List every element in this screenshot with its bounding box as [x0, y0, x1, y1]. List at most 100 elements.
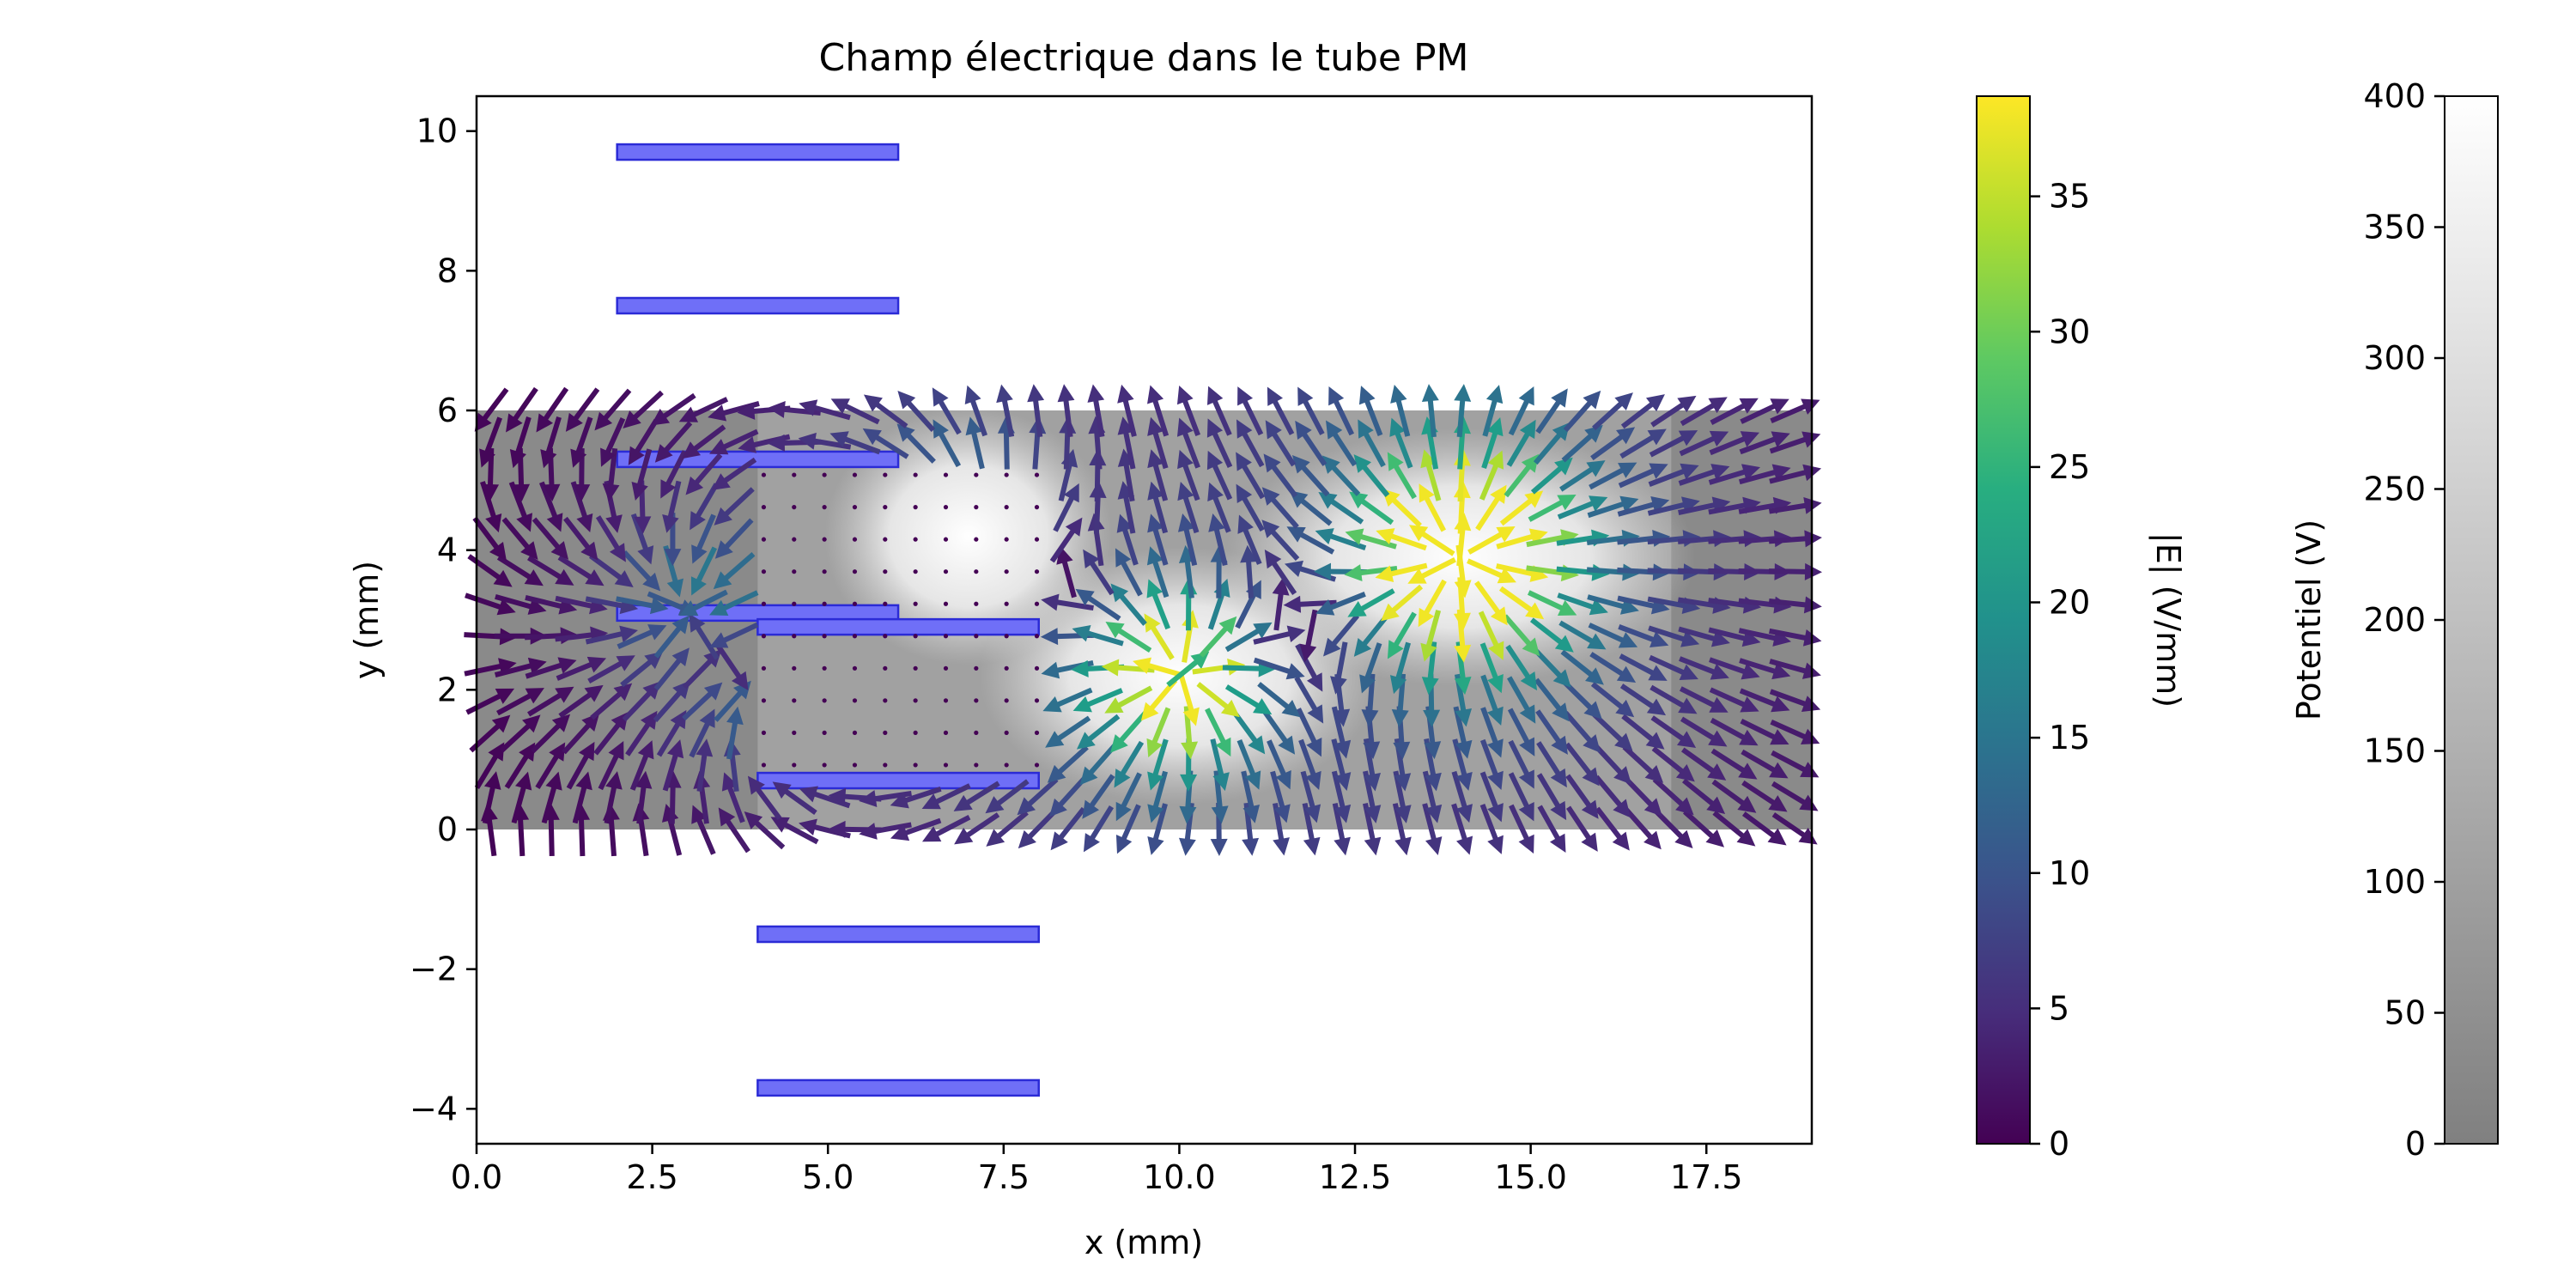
field-arrow: [1241, 770, 1261, 823]
field-arrow: [1253, 625, 1306, 645]
field-arrow: [1708, 563, 1762, 580]
field-dot: [1034, 730, 1040, 735]
field-arrow: [1147, 770, 1169, 823]
field-arrow: [1114, 740, 1145, 788]
field-arrow: [1564, 711, 1601, 753]
field-arrow: [1739, 658, 1791, 680]
field-arrow: [465, 688, 515, 715]
field-arrow: [631, 448, 653, 501]
field-arrow: [1236, 452, 1266, 500]
field-arrow: [1768, 496, 1822, 514]
field-arrow: [1224, 684, 1273, 715]
colorbar-potential-gradient: [2444, 95, 2499, 1145]
field-dot: [913, 601, 918, 606]
field-arrow: [1057, 384, 1075, 438]
field-arrow: [1178, 802, 1196, 856]
field-arrow: [1375, 562, 1428, 582]
field-arrow: [953, 781, 1000, 811]
field-arrow: [625, 710, 658, 756]
field-arrow: [1359, 642, 1382, 694]
field-arrow: [1742, 811, 1787, 846]
field-arrow: [1289, 490, 1333, 526]
field-arrow: [964, 385, 988, 437]
x-tick-label: 5.0: [802, 1158, 854, 1196]
field-arrow: [1454, 673, 1473, 727]
field-arrow: [1363, 770, 1382, 823]
field-arrow: [540, 416, 562, 469]
field-arrow: [1236, 739, 1261, 790]
field-arrow: [1771, 750, 1820, 778]
y-tick-label: 10: [416, 112, 458, 150]
field-dot: [883, 569, 888, 574]
field-arrow: [921, 815, 971, 842]
field-dot: [913, 698, 918, 703]
field-arrow: [1562, 679, 1602, 720]
field-arrow: [1040, 628, 1094, 646]
field-arrow: [634, 480, 652, 534]
field-arrow: [1565, 774, 1599, 819]
field-arrow: [1147, 738, 1169, 791]
field-arrow: [1649, 684, 1698, 714]
field-arrow: [1207, 482, 1231, 533]
colorbar-tick-label: 150: [2363, 732, 2426, 770]
field-dot: [761, 665, 767, 671]
field-arrow: [1624, 807, 1662, 850]
x-tick-label: 15.0: [1494, 1158, 1567, 1196]
field-arrows: [464, 384, 1823, 857]
field-dot: [792, 569, 797, 574]
field-arrow: [1589, 462, 1637, 490]
field-arrow: [1467, 558, 1516, 584]
field-dot: [883, 730, 888, 735]
field-arrow: [1076, 714, 1121, 750]
field-arrow: [1537, 805, 1566, 854]
field-arrow: [693, 770, 711, 824]
field-arrow: [1679, 656, 1729, 680]
field-arrow: [1058, 448, 1078, 501]
field-dot: [1034, 569, 1040, 574]
field-arrow: [1358, 386, 1383, 436]
field-arrow: [985, 779, 1030, 814]
field-arrow: [1211, 770, 1229, 824]
field-dot: [792, 762, 797, 768]
field-dot: [792, 698, 797, 703]
field-arrow: [1089, 480, 1107, 534]
field-arrow: [1467, 526, 1516, 555]
field-dot: [974, 730, 979, 735]
field-arrow: [1682, 810, 1725, 848]
colorbar-tick-label: 15: [2049, 719, 2090, 756]
field-dot: [822, 601, 827, 606]
field-dot: [943, 730, 949, 735]
field-dot: [1004, 730, 1009, 735]
field-arrow: [1479, 771, 1504, 823]
field-arrow: [1536, 773, 1567, 821]
field-arrow: [1389, 417, 1413, 469]
field-arrow: [653, 615, 690, 659]
field-arrow: [1382, 489, 1422, 528]
field-arrow: [1210, 802, 1228, 856]
field-arrow: [1199, 616, 1237, 658]
field-arrow: [1147, 803, 1168, 855]
field-arrow: [1087, 384, 1105, 438]
field-arrow: [1166, 651, 1210, 688]
field-arrow: [933, 419, 962, 468]
field-arrow: [1677, 563, 1731, 581]
field-arrow: [679, 589, 728, 617]
field-arrow: [1594, 775, 1631, 818]
field-arrow: [570, 416, 593, 468]
field-dot: [1004, 665, 1009, 671]
field-dot: [822, 730, 827, 735]
y-tick-label: −2: [410, 951, 458, 988]
electrode-plate: [616, 296, 900, 315]
field-arrow: [1236, 483, 1265, 532]
field-arrow: [890, 817, 942, 841]
field-dot: [822, 505, 827, 510]
field-arrow: [509, 416, 532, 469]
field-arrow: [1507, 676, 1536, 724]
field-arrow: [690, 546, 718, 596]
field-arrow: [1072, 625, 1124, 647]
field-arrow: [1237, 514, 1262, 565]
field-arrow: [1101, 659, 1155, 677]
field-arrow: [1420, 449, 1442, 501]
field-arrow: [1505, 644, 1538, 691]
field-arrow: [1678, 464, 1730, 486]
